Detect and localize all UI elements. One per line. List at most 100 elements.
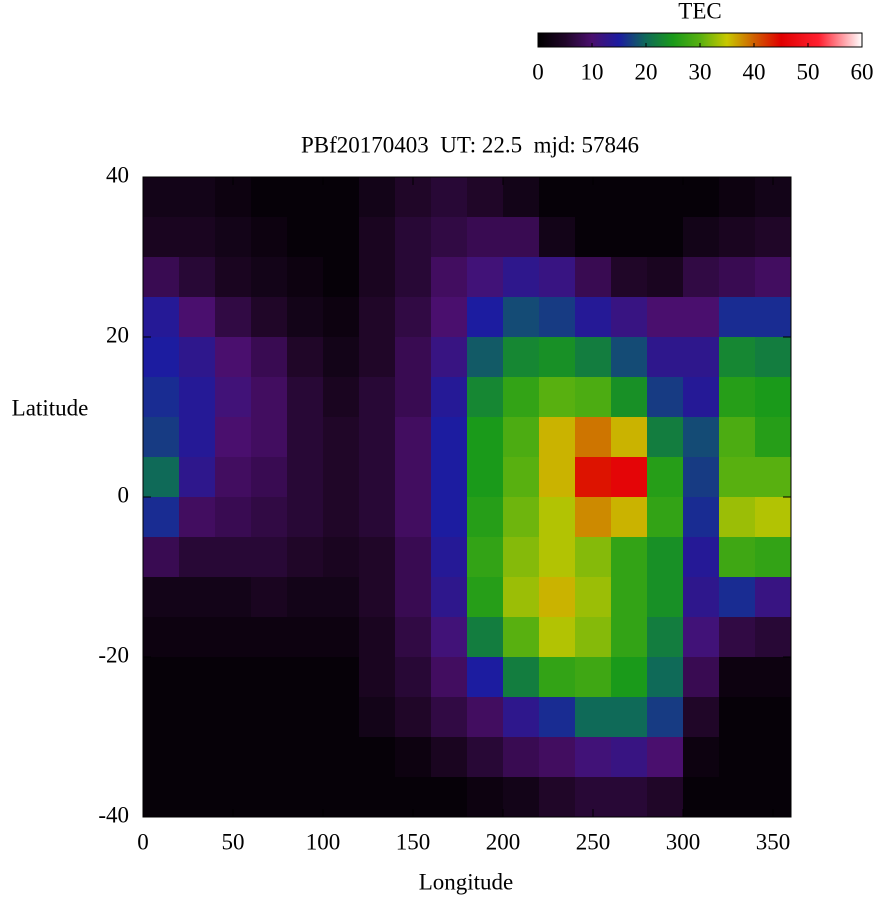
heat-cell — [431, 297, 468, 338]
heat-cell — [179, 617, 216, 658]
heat-cell — [431, 217, 468, 258]
heat-cell — [647, 257, 684, 298]
heat-cell — [683, 217, 720, 258]
heat-cell — [359, 337, 396, 378]
heat-cell — [575, 537, 612, 578]
heat-cell — [467, 497, 504, 538]
heat-cell — [539, 257, 576, 298]
heat-cell — [143, 697, 180, 738]
heat-cell — [755, 657, 792, 698]
heat-cell — [251, 777, 288, 818]
heat-cell — [539, 297, 576, 338]
heat-cell — [611, 217, 648, 258]
heat-cell — [719, 777, 756, 818]
heat-cell — [143, 257, 180, 298]
heat-cell — [503, 377, 540, 418]
heat-cell — [251, 417, 288, 458]
heat-cell — [611, 257, 648, 298]
heat-cell — [143, 457, 180, 498]
heat-cell — [683, 457, 720, 498]
heat-cell — [755, 737, 792, 778]
heat-cell — [431, 377, 468, 418]
heat-cell — [755, 617, 792, 658]
heat-cell — [215, 417, 252, 458]
heat-cell — [647, 537, 684, 578]
heat-cell — [359, 777, 396, 818]
heat-cell — [467, 457, 504, 498]
heat-cell — [611, 177, 648, 218]
heat-cell — [251, 537, 288, 578]
heat-cell — [539, 537, 576, 578]
heat-cell — [719, 537, 756, 578]
heat-cell — [251, 697, 288, 738]
heat-cell — [251, 297, 288, 338]
heat-cell — [143, 497, 180, 538]
heat-cell — [719, 577, 756, 618]
heat-cell — [467, 337, 504, 378]
heat-cell — [179, 657, 216, 698]
heat-cell — [431, 697, 468, 738]
heat-cell — [755, 537, 792, 578]
heat-cell — [143, 297, 180, 338]
x-tick-label: 350 — [756, 829, 791, 854]
heat-cell — [395, 377, 432, 418]
heat-cell — [755, 337, 792, 378]
heat-cell — [395, 577, 432, 618]
heat-cell — [395, 297, 432, 338]
heat-cell — [179, 337, 216, 378]
heat-cell — [323, 657, 360, 698]
heat-cell — [611, 617, 648, 658]
heat-cell — [359, 497, 396, 538]
heat-cell — [503, 537, 540, 578]
heat-cell — [575, 257, 612, 298]
heat-cell — [683, 257, 720, 298]
heat-cell — [755, 217, 792, 258]
heat-cell — [683, 377, 720, 418]
heat-cell — [503, 497, 540, 538]
heat-cell — [179, 177, 216, 218]
heat-cell — [215, 537, 252, 578]
heat-cell — [611, 777, 648, 818]
heat-cell — [431, 497, 468, 538]
colorbar-tick-label: 20 — [635, 59, 658, 84]
heat-cell — [683, 617, 720, 658]
heat-cell — [215, 257, 252, 298]
heat-cell — [431, 257, 468, 298]
heat-cell — [359, 297, 396, 338]
heat-cell — [215, 737, 252, 778]
heat-cell — [143, 577, 180, 618]
heat-cell — [323, 617, 360, 658]
heat-cell — [719, 377, 756, 418]
heat-cell — [611, 337, 648, 378]
heat-cell — [143, 337, 180, 378]
heat-cell — [539, 577, 576, 618]
heat-cell — [719, 497, 756, 538]
heat-cell — [251, 377, 288, 418]
heat-cell — [179, 777, 216, 818]
heat-cell — [755, 297, 792, 338]
heat-cell — [287, 297, 324, 338]
heat-cell — [143, 737, 180, 778]
heat-cell — [467, 257, 504, 298]
heat-cell — [143, 777, 180, 818]
heat-cell — [431, 417, 468, 458]
heat-cell — [215, 217, 252, 258]
heat-cell — [395, 497, 432, 538]
heat-cell — [575, 377, 612, 418]
colorbar-tick-label: 50 — [797, 59, 820, 84]
colorbar-tick-label: 30 — [689, 59, 712, 84]
heat-cell — [503, 177, 540, 218]
heat-cell — [395, 737, 432, 778]
heat-cell — [395, 697, 432, 738]
heat-cell — [359, 537, 396, 578]
heat-cell — [719, 297, 756, 338]
heat-cell — [575, 697, 612, 738]
x-axis-label: Longitude — [419, 869, 514, 894]
heat-cell — [359, 177, 396, 218]
x-tick-label: 100 — [306, 829, 341, 854]
heat-cell — [179, 537, 216, 578]
x-tick-label: 50 — [222, 829, 245, 854]
heat-cell — [611, 697, 648, 738]
heat-cell — [431, 457, 468, 498]
